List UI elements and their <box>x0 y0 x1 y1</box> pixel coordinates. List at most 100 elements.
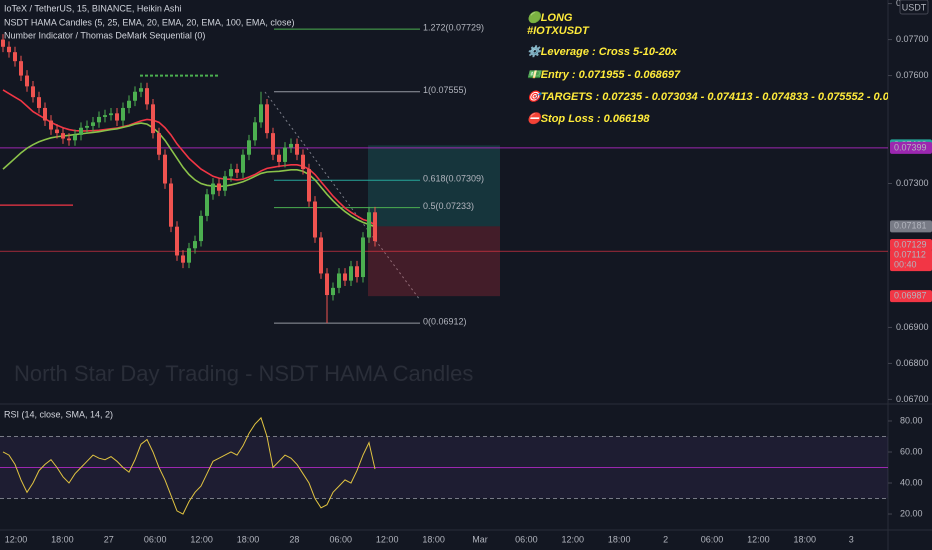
fib-label: 1.272(0.07729) <box>423 23 484 33</box>
y-tick-label: 0.06700 <box>896 394 929 404</box>
countdown: 00:40 <box>894 260 917 270</box>
candle-body <box>13 52 17 62</box>
candle-body <box>355 266 359 278</box>
x-tick-label: 12:00 <box>190 534 213 544</box>
candle-body <box>163 154 167 184</box>
candle-body <box>139 88 143 92</box>
candle-body <box>283 147 287 162</box>
candle-body <box>223 176 227 191</box>
indicator-label: Number Indicator / Thomas DeMark Sequent… <box>4 30 205 40</box>
axes: 0.078000.077000.076000.073000.069000.068… <box>5 0 932 544</box>
candle-body <box>103 115 107 117</box>
x-tick-label: 06:00 <box>701 534 724 544</box>
candle-body <box>151 104 155 134</box>
candle-body <box>277 154 281 162</box>
x-tick-label: 06:00 <box>515 534 538 544</box>
currency-box <box>899 0 929 15</box>
candle-body <box>319 237 323 274</box>
candle-body <box>127 100 131 108</box>
candle-body <box>205 194 209 216</box>
candle-body <box>19 61 23 76</box>
candle-body <box>73 134 77 141</box>
candle-body <box>169 183 173 227</box>
candle-body <box>217 183 221 191</box>
annotation: 🟢LONG #IOTXUSDT ⚙️Leverage : Cross 5-10-… <box>527 11 932 125</box>
rsi-label: RSI (14, close, SMA, 14, 2) <box>4 409 113 419</box>
x-tick-label: 06:00 <box>144 534 167 544</box>
x-tick-label: 12:00 <box>5 534 28 544</box>
candle-body <box>265 104 269 134</box>
annotation-line: 🟢LONG <box>527 11 573 24</box>
x-tick-label: 18:00 <box>608 534 631 544</box>
rsi-pane <box>0 416 888 515</box>
x-tick-label: 2 <box>663 534 668 544</box>
candle-body <box>253 122 257 141</box>
candle-body <box>7 46 11 53</box>
annotation-line: ⚙️Leverage : Cross 5-10-20x <box>527 45 678 58</box>
candle-body <box>31 86 35 98</box>
stop-badge <box>890 290 932 303</box>
candle-body <box>271 133 275 155</box>
candle-body <box>1 39 5 47</box>
y-tick-label: 40.00 <box>900 477 923 487</box>
entry-badge-label: 0.07181 <box>894 221 927 231</box>
candle-body <box>193 241 197 249</box>
x-tick-label: 18:00 <box>237 534 260 544</box>
stop-badge-label: 0.06987 <box>894 291 927 301</box>
fib-label: 0.5(0.07233) <box>423 201 474 211</box>
candle-body <box>337 273 341 288</box>
fib-label: 0.618(0.07309) <box>423 174 484 184</box>
candle-body <box>55 129 59 134</box>
fib-label: 1(0.07555) <box>423 85 467 95</box>
currency: USDT <box>902 2 927 12</box>
x-tick-label: 12:00 <box>747 534 770 544</box>
candle-body <box>325 273 329 296</box>
candle-body <box>49 120 53 130</box>
candle-body <box>43 107 47 121</box>
x-tick-label: Mar <box>472 534 488 544</box>
watermark: North Star Day Trading - NSDT HAMA Candl… <box>14 361 473 386</box>
last-price-badge <box>890 239 932 252</box>
annotation-line: 🎯TARGETS : 0.07235 - 0.073034 - 0.074113… <box>527 90 932 103</box>
x-tick-label: 18:00 <box>794 534 817 544</box>
bid-badge-label: 0.07112 <box>894 250 926 260</box>
candle-body <box>199 215 203 242</box>
annotation-line: 💵Entry : 0.071955 - 0.068697 <box>527 69 681 81</box>
y-tick-label: 0.06900 <box>896 322 929 332</box>
candle-body <box>175 226 179 256</box>
y-tick-label: 20.00 <box>900 508 923 518</box>
candle-body <box>343 273 347 281</box>
main-pane: 1.272(0.07729) 1(0.07555) 0.618(0.07309) 0.… <box>0 23 888 326</box>
y-tick-label: 60.00 <box>900 446 923 456</box>
target-zone <box>368 145 500 227</box>
candle-body <box>313 201 317 238</box>
candle-body <box>79 127 83 135</box>
candle-body <box>259 104 263 123</box>
x-tick-label: 06:00 <box>330 534 353 544</box>
candle-body <box>241 154 245 173</box>
candle-body <box>295 143 299 155</box>
candle-body <box>247 140 251 155</box>
entry-badge <box>890 220 932 233</box>
candle-body <box>97 116 101 123</box>
x-tick-label: 3 <box>849 534 854 544</box>
candle-body <box>289 143 293 148</box>
y-tick-label: 0.07300 <box>896 178 929 188</box>
candle-body <box>211 183 215 195</box>
symbol-title: IoTeX / TetherUS, 15, BINANCE, Heikin As… <box>4 3 181 13</box>
candle-body <box>133 91 137 101</box>
candle-body <box>61 133 65 139</box>
candle-body <box>67 138 71 141</box>
y-tick-label: 80.00 <box>900 415 923 425</box>
candle-body <box>115 113 119 121</box>
bid-badge <box>890 249 932 272</box>
candle-body <box>229 169 233 177</box>
x-tick-label: 12:00 <box>376 534 399 544</box>
x-tick-label: 12:00 <box>562 534 585 544</box>
x-tick-label: 18:00 <box>422 534 445 544</box>
y-tick-label: 0.07600 <box>896 70 929 80</box>
y-tick-label: 0.07700 <box>896 34 929 44</box>
candle-body <box>37 97 41 108</box>
x-tick-label: 18:00 <box>51 534 74 544</box>
